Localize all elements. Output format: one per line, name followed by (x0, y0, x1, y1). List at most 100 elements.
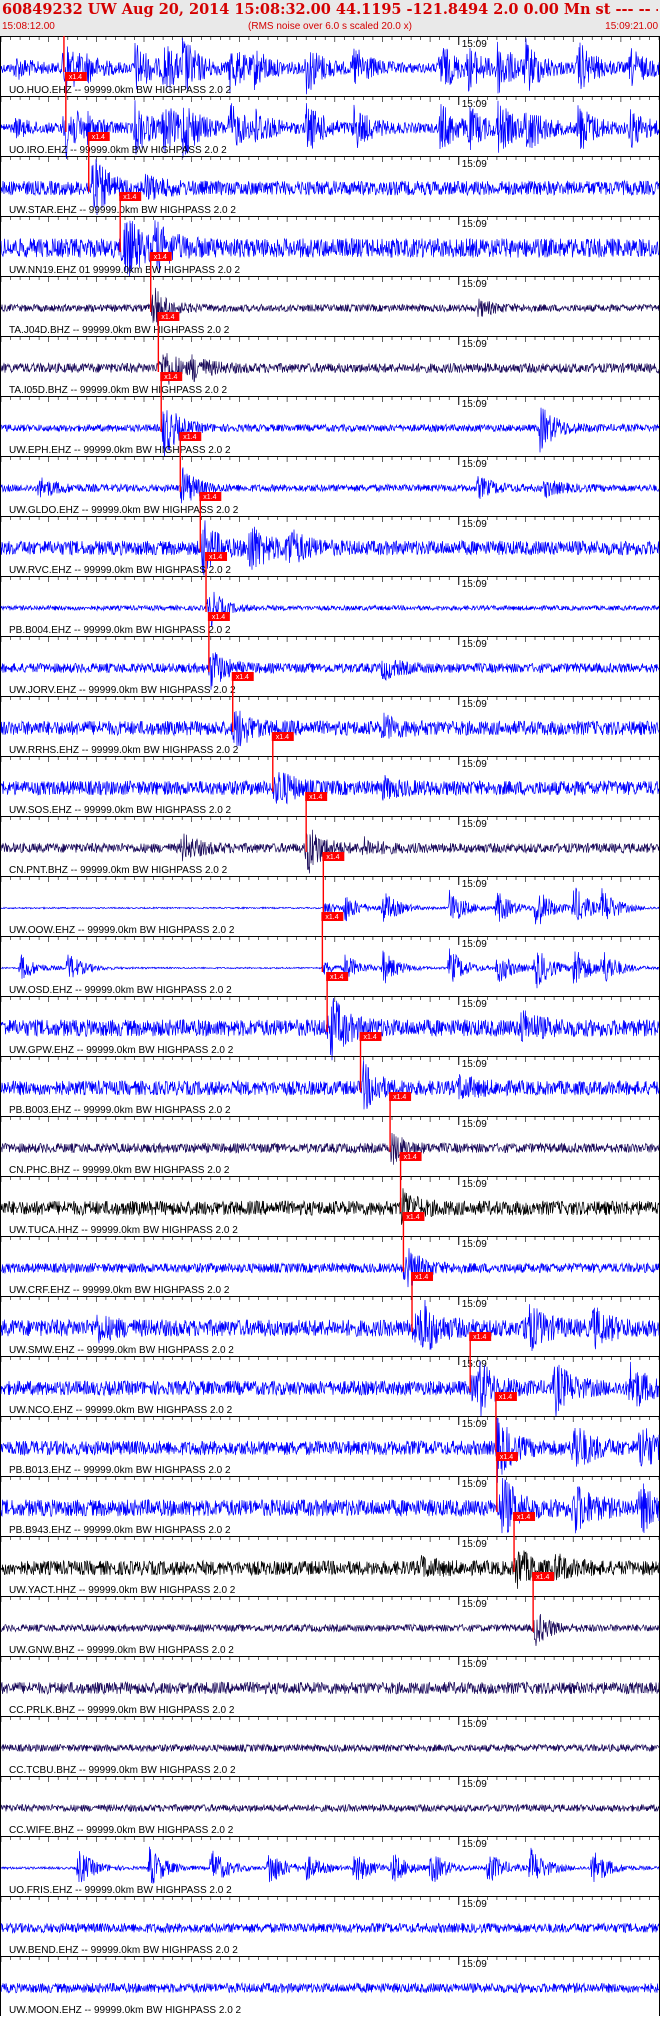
station-label: UW.MOON.EHZ -- 99999.0km BW HIGHPASS 2.0… (9, 2005, 242, 2016)
minute-tick-label: 15:09 (462, 999, 487, 1010)
time-ticks (0, 1417, 660, 1422)
station-label: UW.JORV.EHZ -- 99999.0km BW HIGHPASS 2.0… (9, 685, 236, 696)
minute-tick-label: 15:09 (462, 1479, 487, 1490)
trace-row: 15:09 UW.OSD.EHZ -- 99999.0km BW HIGHPASS… (0, 912, 660, 996)
waveform-line (0, 1188, 660, 1225)
pick-marker-box (469, 1332, 492, 1341)
minute-tick-label: 15:09 (462, 399, 487, 410)
trace-row: 15:09 UO.HUO.EHZ -- 99999.0km BW HIGHPASS… (0, 36, 660, 96)
station-label: CN.PNT.BHZ -- 99999.0km BW HIGHPASS 2.0 … (9, 865, 228, 876)
minute-tick-label: 15:09 (462, 1359, 487, 1370)
minute-tick-label: 15:09 (462, 1059, 487, 1070)
trace-row: 15:09 UW.MOON.EHZ -- 99999.0km BW HIGHPAS… (0, 1956, 660, 2016)
waveform-line (0, 772, 660, 805)
minute-tick-label: 15:09 (462, 159, 487, 170)
waveform-line (0, 159, 660, 216)
time-ticks (0, 1957, 660, 1962)
waveform-line (0, 1299, 660, 1352)
pick-marker-label: x1.4 (276, 734, 289, 741)
minute-tick-label: 15:09 (462, 1599, 487, 1610)
waveform-line (0, 997, 660, 1061)
station-label: UW.OSD.EHZ -- 99999.0km BW HIGHPASS 2.0 … (9, 985, 232, 996)
time-ticks (0, 1837, 660, 1842)
trace-row: 15:09 PB.B943.EHZ -- 99999.0km BW HIGHPAS… (0, 1452, 660, 1536)
minute-tick-label: 15:09 (462, 1419, 487, 1430)
waveform-line (0, 520, 660, 576)
trace-row: 15:09 TA.I05D.BHZ -- 99999.0km BW HIGHPAS… (0, 312, 660, 396)
time-ticks (0, 637, 660, 642)
time-ticks (0, 1537, 660, 1542)
waveform-line (0, 652, 660, 690)
minute-tick-label: 15:09 (462, 39, 487, 50)
waveform-line (0, 353, 660, 385)
waveform-line (0, 1060, 660, 1110)
start-time: 15:08:12.00 (2, 21, 55, 32)
pick-marker-box (359, 1032, 382, 1041)
pick-marker-box (64, 72, 87, 81)
station-label: CC.TCBU.BHZ -- 99999.0km BW HIGHPASS 2.0… (9, 1765, 236, 1776)
waveform-line (0, 710, 660, 747)
waveform-line (0, 1922, 660, 1934)
waveform-line (0, 1743, 660, 1753)
waveform-line (0, 948, 660, 989)
pick-marker-label: x1.4 (517, 1514, 530, 1521)
trace-row: 15:09 UW.RRHS.EHZ -- 99999.0km BW HIGHPAS… (0, 672, 660, 756)
time-ticks (0, 457, 660, 462)
pick-marker-label: x1.4 (325, 914, 338, 921)
station-label: UW.RVC.EHZ -- 99999.0km BW HIGHPASS 2.0 … (9, 565, 231, 576)
pick-marker-box (513, 1512, 536, 1521)
waveform-line (0, 1982, 660, 1994)
pick-marker-box (160, 372, 183, 381)
time-ticks (0, 517, 660, 522)
station-label: PB.B004.EHZ -- 99999.0km BW HIGHPASS 2.0… (9, 625, 231, 636)
station-label: UO.IRO.EHZ -- 99999.0km BW HIGHPASS 2.0 … (9, 145, 227, 156)
waveform-line (0, 287, 660, 326)
waveform-line (0, 467, 660, 504)
pick-marker-box (532, 1572, 555, 1581)
minute-tick-label: 15:09 (462, 1839, 487, 1850)
pick-marker-box (402, 1212, 425, 1221)
station-label: UW.GPW.EHZ -- 99999.0km BW HIGHPASS 2.0 … (9, 1045, 234, 1056)
station-label: UO.HUO.EHZ -- 99999.0km BW HIGHPASS 2.0 … (9, 85, 232, 96)
pick-marker-label: x1.4 (536, 1574, 549, 1581)
station-label: TA.I05D.BHZ -- 99999.0km BW HIGHPASS 2.0… (9, 385, 227, 396)
pick-marker-box (494, 1392, 517, 1401)
minute-tick-label: 15:09 (462, 759, 487, 770)
trace-row: 15:09 PB.B003.EHZ -- 99999.0km BW HIGHPAS… (0, 1032, 660, 1116)
waveform-line (0, 1550, 660, 1589)
time-ticks (0, 757, 660, 762)
time-ticks (0, 997, 660, 1002)
trace-row: 15:09 UW.NCO.EHZ -- 99999.0km BW HIGHPASS… (0, 1332, 660, 1417)
pick-marker-box (87, 132, 110, 141)
pick-marker-label: x1.4 (364, 1034, 377, 1041)
waveform-line (0, 1477, 660, 1534)
station-label: CC.PRLK.BHZ -- 99999.0km BW HIGHPASS 2.0… (9, 1705, 235, 1716)
time-ticks (0, 157, 660, 162)
waveform-line (0, 38, 660, 95)
station-label: PB.B013.EHZ -- 99999.0km BW HIGHPASS 2.0… (9, 1465, 231, 1476)
waveform-line (0, 1803, 660, 1813)
pick-marker-box (271, 732, 294, 741)
time-ticks (0, 1777, 660, 1782)
trace-row: 15:09 UW.RVC.EHZ -- 99999.0km BW HIGHPASS… (0, 492, 660, 576)
time-ticks (0, 1357, 660, 1362)
time-ticks (0, 937, 660, 942)
time-ticks (0, 1657, 660, 1662)
trace-row: 15:09 UW.EPH.EHZ -- 99999.0km BW HIGHPASS… (0, 372, 660, 458)
time-ticks (0, 1477, 660, 1482)
trace-row: 15:09 UW.JORV.EHZ -- 99999.0km BW HIGHPAS… (0, 612, 660, 696)
trace-row: 15:09 UW.BEND.EHZ -- 99999.0km BW HIGHPAS… (0, 1896, 660, 1956)
pick-marker-box (157, 312, 180, 321)
seismogram-plot: 15:09 UO.HUO.EHZ -- 99999.0km BW HIGHPASS… (0, 36, 660, 2016)
minute-tick-label: 15:09 (462, 1299, 487, 1310)
station-label: PB.B003.EHZ -- 99999.0km BW HIGHPASS 2.0… (9, 1105, 231, 1116)
pick-marker-label: x1.4 (404, 1154, 417, 1161)
trace-row: 15:09 UO.FRIS.EHZ -- 99999.0km BW HIGHPAS… (0, 1836, 660, 1896)
pick-marker-box (205, 552, 228, 561)
trace-row: 15:09 CC.WIFE.BHZ -- 99999.0km BW HIGHPAS… (0, 1776, 660, 1836)
time-ticks (0, 1897, 660, 1902)
station-label: UW.GNW.BHZ -- 99999.0km BW HIGHPASS 2.0 … (9, 1645, 234, 1656)
waveform-line (0, 1680, 660, 1696)
time-ticks (0, 1057, 660, 1062)
trace-row: 15:09 CN.PNT.BHZ -- 99999.0km BW HIGHPASS… (0, 792, 660, 876)
